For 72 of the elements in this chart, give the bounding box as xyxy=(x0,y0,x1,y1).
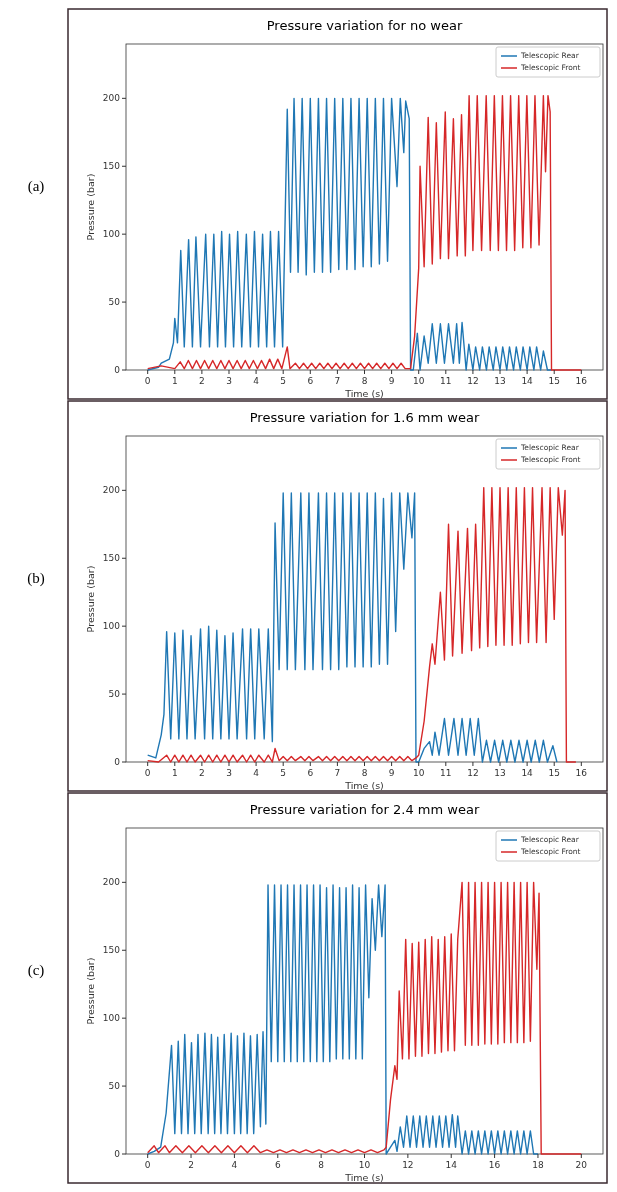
x-tick-label: 16 xyxy=(575,376,588,386)
x-tick-label: 2 xyxy=(199,768,205,778)
x-axis-title: Time (s) xyxy=(344,780,384,791)
x-tick-label: 2 xyxy=(199,376,205,386)
x-tick-label: 14 xyxy=(521,768,534,778)
y-tick-label: 150 xyxy=(102,161,121,172)
y-axis-title: Pressure (bar) xyxy=(85,173,96,241)
x-tick-label: 13 xyxy=(494,768,506,778)
x-tick-label: 5 xyxy=(280,376,287,386)
y-tick-label: 50 xyxy=(108,296,121,307)
x-tick-label: 8 xyxy=(361,768,368,778)
x-tick-label: 13 xyxy=(494,376,506,386)
y-tick-label: 0 xyxy=(114,1148,121,1159)
x-tick-label: 7 xyxy=(334,768,341,778)
y-tick-label: 100 xyxy=(102,621,121,632)
x-tick-label: 0 xyxy=(144,768,151,778)
x-tick-label: 16 xyxy=(575,768,588,778)
y-axis-title: Pressure (bar) xyxy=(85,957,96,1025)
x-tick-label: 20 xyxy=(575,1160,588,1170)
y-tick-label: 150 xyxy=(102,553,121,564)
x-tick-label: 8 xyxy=(318,1160,325,1170)
y-tick-label: 150 xyxy=(102,945,121,956)
chart-title: Pressure variation for 2.4 mm wear xyxy=(249,802,480,817)
x-tick-label: 0 xyxy=(144,376,151,386)
x-tick-label: 6 xyxy=(307,768,314,778)
text: (c) xyxy=(27,961,45,979)
x-tick-label: 0 xyxy=(144,1160,151,1170)
x-tick-label: 5 xyxy=(280,768,287,778)
x-tick-label: 18 xyxy=(532,1160,544,1170)
x-tick-label: 14 xyxy=(445,1160,458,1170)
text: (a) xyxy=(27,177,45,195)
y-tick-label: 50 xyxy=(108,688,121,699)
y-tick-label: 0 xyxy=(114,756,121,767)
x-tick-label: 3 xyxy=(226,376,232,386)
x-tick-label: 1 xyxy=(171,376,178,386)
x-tick-label: 8 xyxy=(361,376,368,386)
x-tick-label: 11 xyxy=(440,768,452,778)
x-tick-label: 6 xyxy=(307,376,314,386)
x-tick-label: 7 xyxy=(334,376,341,386)
y-tick-label: 50 xyxy=(108,1080,121,1091)
x-tick-label: 12 xyxy=(402,1160,414,1170)
y-tick-label: 200 xyxy=(102,485,121,496)
x-tick-label: 14 xyxy=(521,376,534,386)
x-tick-label: 15 xyxy=(548,768,560,778)
x-tick-label: 9 xyxy=(388,376,395,386)
x-tick-label: 1 xyxy=(171,768,178,778)
x-tick-label: 4 xyxy=(253,376,260,386)
chart-title: Pressure variation for no wear xyxy=(266,18,463,33)
x-tick-label: 4 xyxy=(231,1160,238,1170)
chart-title: Pressure variation for 1.6 mm wear xyxy=(249,410,480,425)
x-tick-label: 12 xyxy=(467,376,479,386)
x-tick-label: 10 xyxy=(412,376,425,386)
x-tick-label: 2 xyxy=(188,1160,194,1170)
x-tick-label: 16 xyxy=(488,1160,501,1170)
x-tick-label: 6 xyxy=(274,1160,281,1170)
x-tick-label: 4 xyxy=(253,768,260,778)
x-axis-title: Time (s) xyxy=(344,388,384,399)
y-tick-label: 100 xyxy=(102,1013,121,1024)
x-tick-label: 10 xyxy=(412,768,425,778)
x-tick-label: 9 xyxy=(388,768,395,778)
x-axis-title: Time (s) xyxy=(344,1172,384,1183)
x-tick-label: 15 xyxy=(548,376,560,386)
text: (b) xyxy=(27,569,45,587)
y-axis-title: Pressure (bar) xyxy=(85,565,96,633)
x-tick-label: 3 xyxy=(226,768,232,778)
y-tick-label: 100 xyxy=(102,229,121,240)
x-tick-label: 11 xyxy=(440,376,452,386)
x-tick-label: 10 xyxy=(358,1160,371,1170)
y-tick-label: 0 xyxy=(114,364,121,375)
y-tick-label: 200 xyxy=(102,877,121,888)
y-tick-label: 200 xyxy=(102,93,121,104)
x-tick-label: 12 xyxy=(467,768,479,778)
